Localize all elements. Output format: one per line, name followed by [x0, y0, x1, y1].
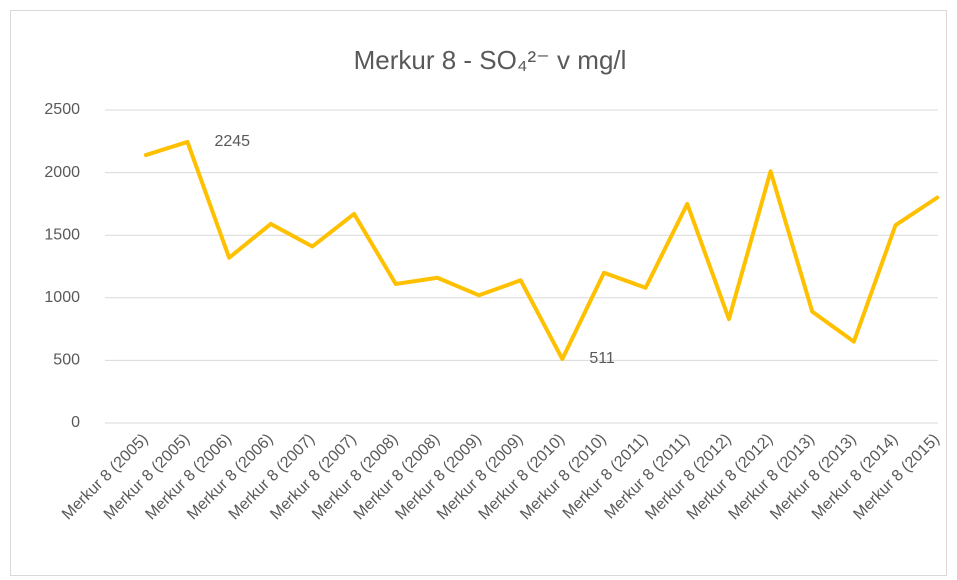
y-tick-label: 2000: [44, 164, 80, 181]
data-label: 2245: [214, 133, 250, 150]
y-tick-label: 2500: [44, 101, 80, 118]
y-tick-label: 1000: [44, 289, 80, 306]
y-tick-label: 1500: [44, 226, 80, 243]
data-label: 511: [589, 350, 615, 367]
y-tick-label: 500: [53, 352, 80, 369]
y-tick-label: 0: [71, 414, 80, 431]
line: [143, 139, 940, 362]
chart-title: Merkur 8 - SO₄²⁻ v mg/l: [354, 45, 627, 75]
